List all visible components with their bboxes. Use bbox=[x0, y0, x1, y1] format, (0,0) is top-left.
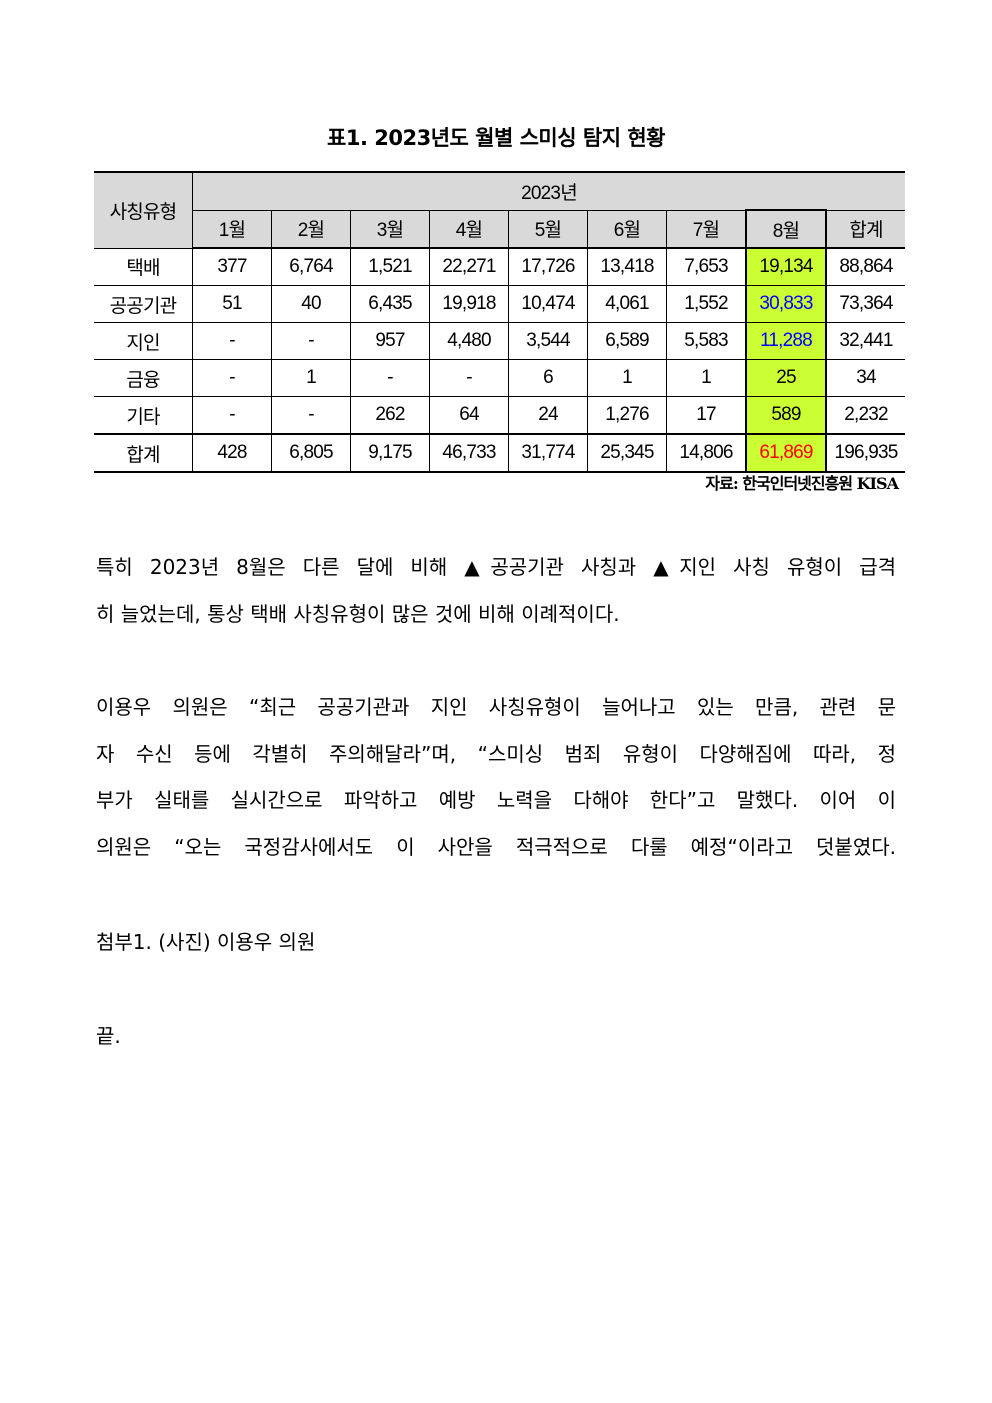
table-cell: 1 bbox=[666, 359, 747, 397]
text-line: 부가 실태를 실시간으로 파악하고 예방 노력을 다해야 한다”고 말했다. 이… bbox=[96, 788, 896, 812]
table-cell: 11,288 bbox=[745, 322, 827, 360]
table-cell: 22,271 bbox=[429, 247, 509, 286]
table-cell: 957 bbox=[350, 322, 430, 360]
paragraph-1: 특히 2023년 8월은 다른 달에 비해 ▲공공기관 사칭과 ▲지인 사칭 유… bbox=[96, 544, 896, 637]
header-type: 사칭유형 bbox=[94, 171, 193, 249]
table-cell: 73,364 bbox=[825, 285, 905, 323]
source-note: 자료: 한국인터넷진흥원 KISA bbox=[705, 474, 899, 493]
table-cell: 5,583 bbox=[666, 322, 747, 360]
table-cell: 30,833 bbox=[745, 285, 827, 323]
table-cell: 19,918 bbox=[429, 285, 509, 323]
table-cell: 377 bbox=[192, 247, 272, 286]
table-title: 표1. 2023년도 월별 스미싱 탐지 현황 bbox=[327, 126, 665, 150]
table-cell: 51 bbox=[192, 285, 272, 323]
table-cell: - bbox=[429, 359, 509, 397]
table-cell: 24 bbox=[508, 396, 588, 435]
table-cell: 34 bbox=[825, 359, 905, 397]
table-cell: - bbox=[192, 359, 272, 397]
table-cell: 1,276 bbox=[587, 396, 667, 435]
table-cell: 17,726 bbox=[508, 247, 588, 286]
table-cell: 6,764 bbox=[271, 247, 351, 286]
month-header: 8월 bbox=[745, 209, 827, 249]
table-cell: 7,653 bbox=[666, 247, 747, 286]
table-cell: 1,521 bbox=[350, 247, 430, 286]
table-cell: - bbox=[271, 322, 351, 360]
month-header: 6월 bbox=[587, 209, 667, 249]
header-year: 2023년 bbox=[192, 171, 905, 211]
table-cell: 6,805 bbox=[271, 433, 351, 473]
smishing-table: 사칭유형 2023년 1월 2월 3월 4월 5월 6월 7월 8월 합계 택배 377 6,764… bbox=[94, 171, 905, 473]
month-header: 1월 bbox=[192, 209, 272, 249]
table-cell: 428 bbox=[192, 433, 272, 473]
row-label: 공공기관 bbox=[94, 285, 193, 323]
table-cell: 32,441 bbox=[825, 322, 905, 360]
table-cell: 2,232 bbox=[825, 396, 905, 435]
table-cell: - bbox=[350, 359, 430, 397]
table-cell: 61,869 bbox=[745, 433, 827, 473]
table-cell: 6,589 bbox=[587, 322, 667, 360]
month-header: 7월 bbox=[666, 209, 747, 249]
table-cell: 17 bbox=[666, 396, 747, 435]
table-cell: 589 bbox=[745, 396, 827, 435]
table-cell: 6 bbox=[508, 359, 588, 397]
table-cell: 64 bbox=[429, 396, 509, 435]
row-label: 금융 bbox=[94, 359, 193, 397]
table-cell: 6,435 bbox=[350, 285, 430, 323]
month-header: 3월 bbox=[350, 209, 430, 249]
table-cell: 88,864 bbox=[825, 247, 905, 286]
table-row: 공공기관 51 40 6,435 19,918 10,474 4,061 1,552 30,83… bbox=[94, 285, 905, 323]
table-cell: 4,480 bbox=[429, 322, 509, 360]
table-cell: 25 bbox=[745, 359, 827, 397]
row-label: 택배 bbox=[94, 247, 193, 286]
table-row: 합계 428 6,805 9,175 46,733 31,774 25,345 14,806 6… bbox=[94, 433, 905, 473]
end-mark: 끝. bbox=[96, 1024, 121, 1048]
text-line: 이용우 의원은 “최근 공공기관과 지인 사칭유형이 늘어나고 있는 만큼, 관… bbox=[96, 695, 896, 719]
row-label: 기타 bbox=[94, 396, 193, 435]
row-label: 지인 bbox=[94, 322, 193, 360]
text-line: 특히 2023년 8월은 다른 달에 비해 ▲공공기관 사칭과 ▲지인 사칭 유… bbox=[96, 555, 896, 579]
table-cell: 1,552 bbox=[666, 285, 747, 323]
table-cell: 14,806 bbox=[666, 433, 747, 473]
table-cell: 31,774 bbox=[508, 433, 588, 473]
table-cell: - bbox=[192, 396, 272, 435]
text-line: 자 수신 등에 각별히 주의해달라”며, “스미싱 범죄 유형이 다양해짐에 따… bbox=[96, 741, 896, 766]
table-cell: 3,544 bbox=[508, 322, 588, 360]
table-cell: 9,175 bbox=[350, 433, 430, 473]
month-header: 합계 bbox=[825, 209, 905, 249]
table-row: 택배 377 6,764 1,521 22,271 17,726 13,418 7,653 19… bbox=[94, 247, 905, 286]
table-cell: 19,134 bbox=[745, 247, 827, 286]
table-row: 지인 - -957 4,480 3,544 6,589 5,583 11,288 32,441 bbox=[94, 322, 905, 360]
table-cell: 4,061 bbox=[587, 285, 667, 323]
table-cell: 25,345 bbox=[587, 433, 667, 473]
table-cell: 46,733 bbox=[429, 433, 509, 473]
table-cell: - bbox=[271, 396, 351, 435]
paragraph-2: 이용우 의원은 “최근 공공기관과 지인 사칭유형이 늘어나고 있는 만큼, 관… bbox=[96, 684, 896, 870]
table-cell: 1 bbox=[587, 359, 667, 397]
month-header: 5월 bbox=[508, 209, 588, 249]
table-cell: - bbox=[192, 322, 272, 360]
table-cell: 196,935 bbox=[825, 433, 905, 473]
month-header: 4월 bbox=[429, 209, 509, 249]
text-line: 히 늘었는데, 통상 택배 사칭유형이 많은 것에 비해 이례적이다. bbox=[96, 601, 620, 626]
row-label: 합계 bbox=[94, 433, 193, 473]
table-cell: 262 bbox=[350, 396, 430, 435]
table-cell: 10,474 bbox=[508, 285, 588, 323]
table-cell: 13,418 bbox=[587, 247, 667, 286]
table-row: 금융 -1- -6 1 1 25 34 bbox=[94, 359, 905, 397]
table-cell: 1 bbox=[271, 359, 351, 397]
table-row: 기타 - -262 64 24 1,276 17 589 2,232 bbox=[94, 396, 905, 435]
month-header: 2월 bbox=[271, 209, 351, 249]
text-line: 의원은 “오는 국정감사에서도 이 사안을 적극적으로 다룰 예정“이라고 덧붙… bbox=[96, 834, 896, 859]
table-cell: 40 bbox=[271, 285, 351, 323]
attachment-note: 첨부1. (사진) 이용우 의원 bbox=[96, 930, 316, 954]
